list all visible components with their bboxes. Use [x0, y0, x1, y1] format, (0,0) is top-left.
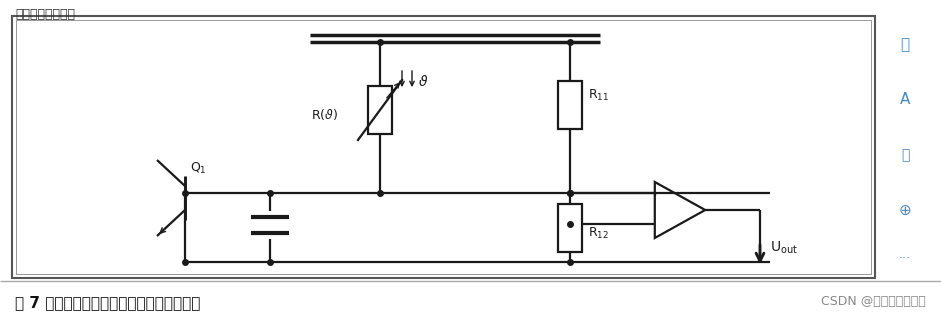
Text: Q$_1$: Q$_1$ — [190, 161, 207, 175]
Bar — [368, 86, 392, 134]
Bar — [16, 20, 871, 274]
Text: R$_{12}$: R$_{12}$ — [588, 225, 609, 241]
Text: CSDN @小幽余生不加糖: CSDN @小幽余生不加糖 — [821, 295, 926, 308]
Text: 电路图如所示所示: 电路图如所示所示 — [15, 8, 75, 21]
Text: R$_{11}$: R$_{11}$ — [588, 87, 609, 103]
Text: $\vartheta$: $\vartheta$ — [418, 74, 428, 89]
Text: ⊕: ⊕ — [899, 203, 912, 217]
Bar — [558, 81, 582, 129]
Text: A: A — [900, 92, 910, 108]
Text: ...: ... — [899, 249, 911, 261]
Text: 🖊: 🖊 — [901, 37, 910, 53]
Bar — [12, 16, 875, 278]
Bar — [558, 204, 582, 252]
Text: R($\vartheta$): R($\vartheta$) — [311, 108, 338, 122]
Text: U$_{\mathrm{out}}$: U$_{\mathrm{out}}$ — [770, 240, 798, 257]
Text: 图 7 采用数字方法获得的温度的基本原理图: 图 7 采用数字方法获得的温度的基本原理图 — [15, 295, 200, 310]
Text: 🖧: 🖧 — [901, 148, 909, 162]
